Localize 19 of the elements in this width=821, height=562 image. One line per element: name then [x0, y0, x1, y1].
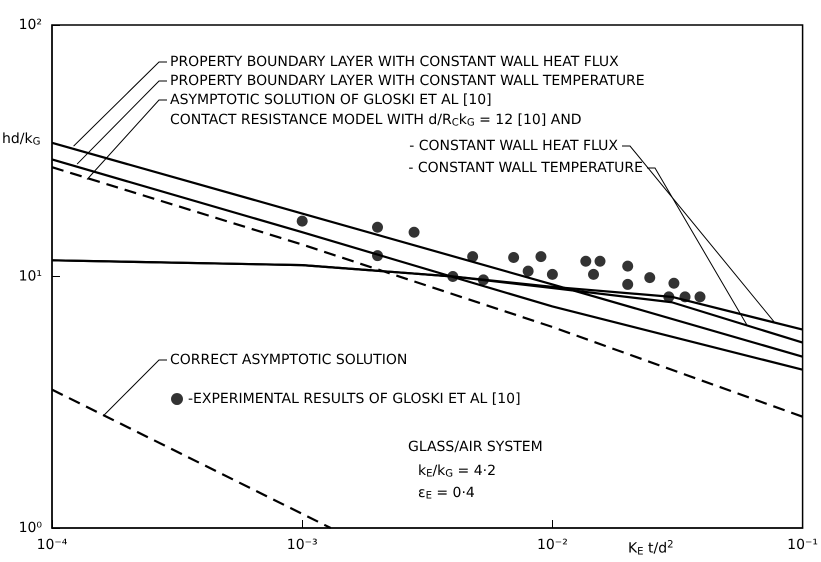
annotation: - CONSTANT WALL TEMPERATURE — [408, 160, 643, 176]
annotation: PROPERTY BOUNDARY LAYER WITH CONSTANT WALL HEAT FLUX — [170, 54, 620, 70]
annotation: CONTACT RESISTANCE MODEL WITH d/RCkG = 12 [10] AND — [170, 112, 582, 128]
x-tick-label: 10⁻² — [536, 537, 568, 553]
x-tick-label: 10⁻³ — [286, 537, 318, 553]
annotation: kE/kG = 4·2 — [418, 463, 496, 480]
annotation: ASYMPTOTIC SOLUTION OF GLOSKI ET AL [10] — [170, 92, 492, 108]
y-axis-title: hd/kG — [2, 131, 40, 148]
y-tick-label: 10¹ — [18, 268, 42, 284]
annotation: CORRECT ASYMPTOTIC SOLUTION — [170, 352, 408, 368]
annotation: GLASS/AIR SYSTEM — [408, 439, 543, 455]
legend-label: -EXPERIMENTAL RESULTS OF GLOSKI ET AL [10] — [188, 391, 521, 407]
x-tick-label: 10⁻⁴ — [36, 537, 68, 553]
annotation: - CONSTANT WALL HEAT FLUX — [409, 138, 618, 154]
x-tick-label: 10⁻¹ — [787, 537, 818, 553]
annotation: PROPERTY BOUNDARY LAYER WITH CONSTANT WALL TEMPERATURE — [170, 73, 645, 89]
annotation: εE = 0·4 — [418, 485, 475, 502]
y-tick-label: 10⁰ — [18, 520, 42, 536]
y-tick-label: 10² — [18, 17, 42, 33]
